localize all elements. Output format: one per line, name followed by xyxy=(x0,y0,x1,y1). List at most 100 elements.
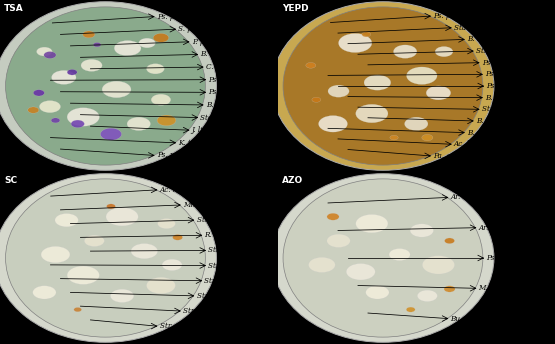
Ellipse shape xyxy=(147,277,175,294)
Text: Str. ciscaucasicus: Str. ciscaucasicus xyxy=(208,246,274,255)
Ellipse shape xyxy=(74,308,82,312)
Ellipse shape xyxy=(67,266,99,284)
Text: Ps. putida: Ps. putida xyxy=(433,12,470,20)
Ellipse shape xyxy=(33,90,44,96)
Ellipse shape xyxy=(52,71,76,84)
Text: Ar. nicotinovorans: Ar. nicotinovorans xyxy=(478,224,546,232)
Text: Str. carpaticus: Str. carpaticus xyxy=(204,277,258,285)
Ellipse shape xyxy=(28,107,39,113)
Ellipse shape xyxy=(417,290,437,302)
Ellipse shape xyxy=(390,135,398,140)
Ellipse shape xyxy=(327,234,350,247)
Ellipse shape xyxy=(306,63,316,68)
Ellipse shape xyxy=(51,118,60,123)
Text: M. oxydans: M. oxydans xyxy=(478,284,521,292)
Ellipse shape xyxy=(445,238,455,244)
Text: B. simplex: B. simplex xyxy=(476,117,514,125)
Ellipse shape xyxy=(131,244,158,259)
Ellipse shape xyxy=(366,286,389,299)
Text: Str. drozdowiczii: Str. drozdowiczii xyxy=(196,216,258,224)
Text: K. trevisanii: K. trevisanii xyxy=(178,139,223,147)
Text: Ac. haemolyticus: Ac. haemolyticus xyxy=(454,140,516,148)
Text: Str. griseoaurantiacus: Str. griseoaurantiacus xyxy=(160,322,241,330)
Ellipse shape xyxy=(55,214,78,227)
Text: J. lividum: J. lividum xyxy=(191,126,226,134)
Text: Ps. mosselii: Ps. mosselii xyxy=(157,151,200,159)
Ellipse shape xyxy=(39,101,60,112)
Ellipse shape xyxy=(389,249,410,260)
Text: Ste. maltophlia: Ste. maltophlia xyxy=(200,114,256,121)
Ellipse shape xyxy=(114,41,141,56)
Text: Ps. filiscindens: Ps. filiscindens xyxy=(485,71,539,78)
Text: B. cereus: B. cereus xyxy=(467,35,501,43)
Text: Pa. agglomerans: Pa. agglomerans xyxy=(433,152,495,160)
Ellipse shape xyxy=(405,117,428,130)
Text: R. corynebacteriodes: R. corynebacteriodes xyxy=(204,231,282,239)
Text: Ac. rhizosphaerae: Ac. rhizosphaerae xyxy=(160,186,226,194)
Ellipse shape xyxy=(41,246,70,263)
Ellipse shape xyxy=(157,115,176,126)
Ellipse shape xyxy=(406,67,437,84)
Ellipse shape xyxy=(6,179,205,337)
Ellipse shape xyxy=(422,135,433,141)
Text: P. polymyxa: P. polymyxa xyxy=(191,38,235,46)
Text: Str. violaceornibidus: Str. violaceornibidus xyxy=(476,47,552,55)
Ellipse shape xyxy=(0,174,216,342)
Text: AZO: AZO xyxy=(282,176,303,185)
Ellipse shape xyxy=(422,256,455,274)
Ellipse shape xyxy=(272,174,494,342)
Ellipse shape xyxy=(84,235,104,247)
Ellipse shape xyxy=(435,46,453,57)
Ellipse shape xyxy=(81,60,102,71)
Ellipse shape xyxy=(339,33,372,53)
Ellipse shape xyxy=(44,52,56,58)
Text: Ar. dextranolyticus: Ar. dextranolyticus xyxy=(451,193,520,202)
Ellipse shape xyxy=(151,94,171,105)
Ellipse shape xyxy=(346,264,375,280)
Ellipse shape xyxy=(173,235,183,240)
Text: TSA: TSA xyxy=(4,4,24,13)
Text: B. thuringiensis: B. thuringiensis xyxy=(200,51,259,58)
Ellipse shape xyxy=(362,32,371,37)
Text: Str. flavovirens: Str. flavovirens xyxy=(196,292,252,300)
Ellipse shape xyxy=(153,33,169,42)
Ellipse shape xyxy=(6,7,205,165)
Ellipse shape xyxy=(100,128,122,140)
Ellipse shape xyxy=(107,204,115,209)
Ellipse shape xyxy=(106,207,138,226)
Ellipse shape xyxy=(102,81,131,98)
Ellipse shape xyxy=(139,38,155,48)
Text: Sta. epidermidis: Sta. epidermidis xyxy=(454,24,514,32)
Ellipse shape xyxy=(327,213,339,220)
Ellipse shape xyxy=(426,86,451,100)
Ellipse shape xyxy=(283,179,483,337)
Ellipse shape xyxy=(37,47,52,56)
Ellipse shape xyxy=(158,218,175,229)
Text: B. megaterium: B. megaterium xyxy=(206,101,260,109)
Ellipse shape xyxy=(406,307,415,312)
Ellipse shape xyxy=(410,224,433,237)
Ellipse shape xyxy=(356,214,388,233)
Ellipse shape xyxy=(110,289,134,302)
Ellipse shape xyxy=(67,108,99,126)
Ellipse shape xyxy=(444,286,455,292)
Ellipse shape xyxy=(393,45,417,58)
Ellipse shape xyxy=(283,7,483,165)
Text: B. subtilis: B. subtilis xyxy=(467,129,504,137)
Ellipse shape xyxy=(328,85,349,97)
Text: Str. xanthophaeus: Str. xanthophaeus xyxy=(183,307,249,315)
Text: Ps. fluorecens: Ps. fluorecens xyxy=(486,82,537,90)
Ellipse shape xyxy=(127,117,150,130)
Text: Mi. carbonacea: Mi. carbonacea xyxy=(183,201,240,209)
Ellipse shape xyxy=(319,116,347,132)
Text: SC: SC xyxy=(4,176,17,185)
Ellipse shape xyxy=(162,259,182,271)
Text: Bu. phytofirmans: Bu. phytofirmans xyxy=(451,314,514,323)
Text: B. weihenstephanensis: B. weihenstephanensis xyxy=(485,94,555,101)
Ellipse shape xyxy=(312,97,321,102)
Ellipse shape xyxy=(67,69,77,75)
Ellipse shape xyxy=(83,31,95,38)
Text: Ps. jessenii: Ps. jessenii xyxy=(482,59,522,67)
Text: Ps. poae: Ps. poae xyxy=(157,13,188,21)
Text: Ps. mediterranea: Ps. mediterranea xyxy=(208,76,271,84)
